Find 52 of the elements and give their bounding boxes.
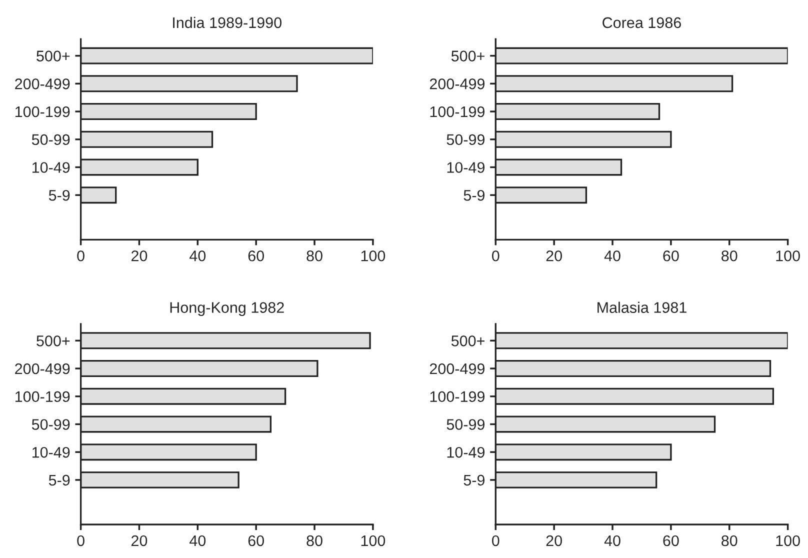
y-tick-label: 500+ — [36, 50, 70, 62]
x-tick-label: 80 — [306, 535, 322, 546]
x-tick-label: 100 — [776, 535, 800, 546]
chart-title: Malasia 1981 — [598, 302, 686, 313]
y-tick-label: 50-99 — [32, 419, 70, 430]
x-tick-label: 40 — [604, 250, 620, 262]
y-tick-label: 100-199 — [15, 391, 70, 402]
y-tick-label: 10-49 — [32, 162, 70, 173]
y-tick-label: 100-199 — [430, 391, 485, 402]
x-tick-label: 60 — [663, 250, 679, 262]
x-tick-label: 100 — [776, 250, 800, 262]
y-tick-label: 50-99 — [446, 419, 485, 430]
y-tick-label: 100-199 — [430, 106, 485, 118]
x-tick-label: 20 — [132, 535, 148, 546]
x-tick-label: 80 — [306, 250, 322, 262]
y-tick-label: 50-99 — [32, 134, 70, 146]
chart-title: Hong-Kong 1982 — [170, 302, 284, 316]
x-tick-label: 60 — [248, 535, 264, 546]
x-tick-label: 0 — [77, 250, 84, 262]
chart-title: India 1989-1990 — [173, 16, 282, 28]
x-tick-label: 80 — [722, 535, 738, 546]
x-tick-label: 0 — [492, 535, 500, 546]
y-tick-label: 200-499 — [430, 78, 485, 90]
y-tick-label: 5-9 — [48, 474, 70, 486]
x-tick-label: 100 — [361, 250, 386, 262]
chart-title: Corea 1986 — [602, 17, 681, 28]
x-tick-label: 80 — [722, 250, 738, 262]
y-tick-label: 500+ — [36, 336, 70, 346]
y-tick-label: 5-9 — [464, 474, 485, 486]
y-tick-label: 200-499 — [430, 363, 485, 374]
x-tick-label: 20 — [132, 250, 148, 262]
y-tick-label: 5-9 — [464, 190, 485, 201]
y-tick-label: 100-199 — [15, 106, 70, 118]
x-tick-label: 40 — [604, 535, 620, 546]
x-tick-label: 60 — [248, 250, 264, 262]
y-tick-label: 10-49 — [447, 162, 485, 173]
y-tick-label: 200-499 — [15, 78, 70, 90]
x-tick-label: 40 — [190, 535, 206, 546]
y-tick-label: 50-99 — [446, 134, 485, 146]
x-tick-label: 40 — [190, 250, 206, 262]
y-tick-label: 200-499 — [15, 363, 70, 374]
y-tick-label: 500+ — [451, 50, 484, 62]
x-tick-label: 60 — [663, 535, 679, 546]
y-tick-label: 10-49 — [32, 446, 70, 458]
x-tick-label: 0 — [492, 250, 500, 262]
y-tick-label: 5-9 — [48, 190, 70, 201]
y-tick-label: 10-49 — [447, 446, 485, 458]
x-tick-label: 20 — [546, 250, 562, 262]
x-tick-label: 100 — [361, 535, 386, 546]
x-tick-label: 0 — [77, 535, 84, 546]
x-tick-label: 20 — [546, 535, 562, 546]
y-tick-label: 500+ — [451, 336, 484, 346]
